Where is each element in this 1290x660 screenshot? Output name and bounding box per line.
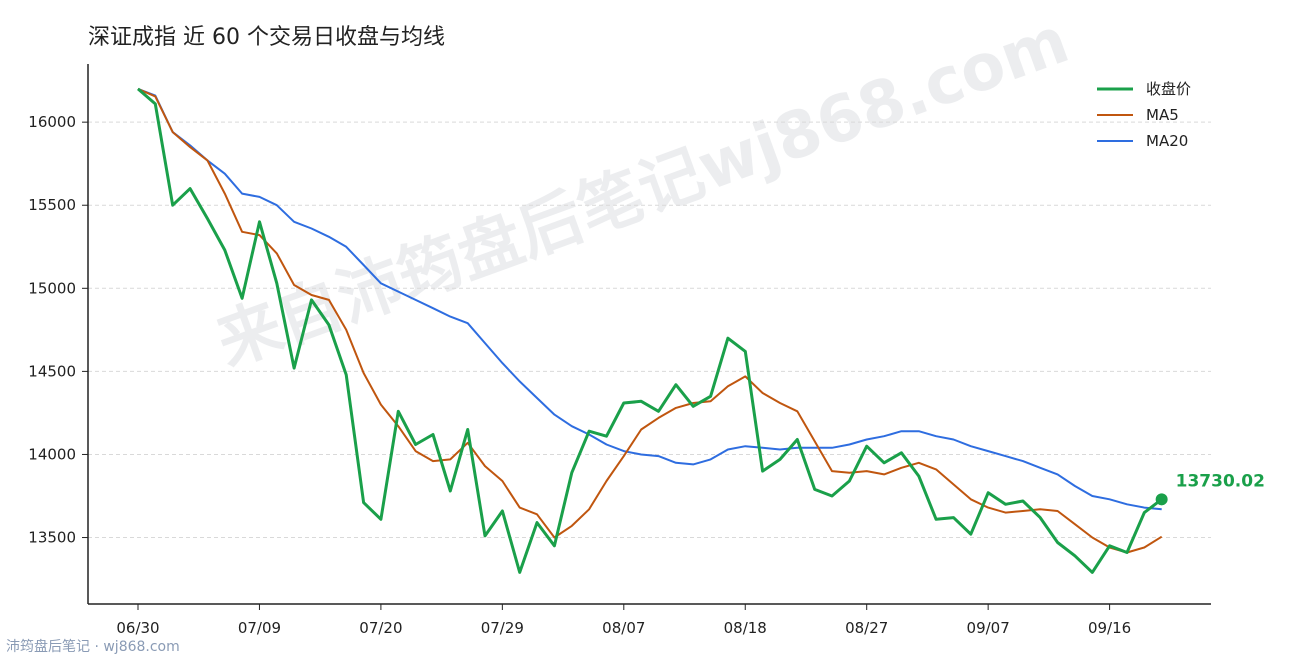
last-point-label: 13730.02 (1176, 471, 1265, 491)
footer-credit: 沛筠盘后笔记 · wj868.com (6, 639, 180, 655)
y-tick-label-3: 15000 (28, 279, 76, 297)
watermark: 来自沛筠盘后笔记wj868.com (208, 4, 1079, 381)
x-tick-label-7: 09/07 (967, 619, 1010, 637)
legend-label-2: MA20 (1146, 132, 1188, 150)
last-point: 13730.02 (1155, 471, 1265, 506)
x-axis-ticks: 06/30 07/09 07/20 07/29 08/07 08/18 08/27 09/07… (116, 604, 1131, 637)
x-tick-label-2: 07/20 (359, 619, 402, 637)
axes (87, 64, 1211, 605)
legend-label-1: MA5 (1146, 106, 1179, 124)
y-axis-ticks: 13500 14000 14500 15000 15500 16000 (28, 113, 88, 547)
x-tick-label-8: 09/16 (1088, 619, 1131, 637)
y-tick-label-4: 15500 (28, 196, 76, 214)
legend-label-0: 收盘价 (1146, 80, 1191, 98)
series-line-1 (137, 87, 1163, 554)
x-tick-label-1: 07/09 (238, 619, 281, 637)
y-tick-label-0: 13500 (28, 529, 76, 547)
y-tick-label-5: 16000 (28, 113, 76, 131)
x-tick-label-4: 08/07 (602, 619, 645, 637)
x-tick-label-5: 08/18 (724, 619, 767, 637)
series-line-0 (137, 87, 1163, 574)
chart-title: 深证成指 近 60 个交易日收盘与均线 (88, 25, 445, 50)
y-tick-label-1: 14000 (28, 445, 76, 463)
x-tick-label-6: 08/27 (845, 619, 888, 637)
last-point-marker (1155, 493, 1168, 506)
series-line-2 (137, 87, 1162, 511)
legend: 收盘价 MA5 MA20 (1097, 80, 1191, 150)
series-lines (137, 87, 1163, 574)
y-tick-label-2: 14500 (28, 362, 76, 380)
x-tick-label-3: 07/29 (481, 619, 524, 637)
x-tick-label-0: 06/30 (116, 619, 159, 637)
